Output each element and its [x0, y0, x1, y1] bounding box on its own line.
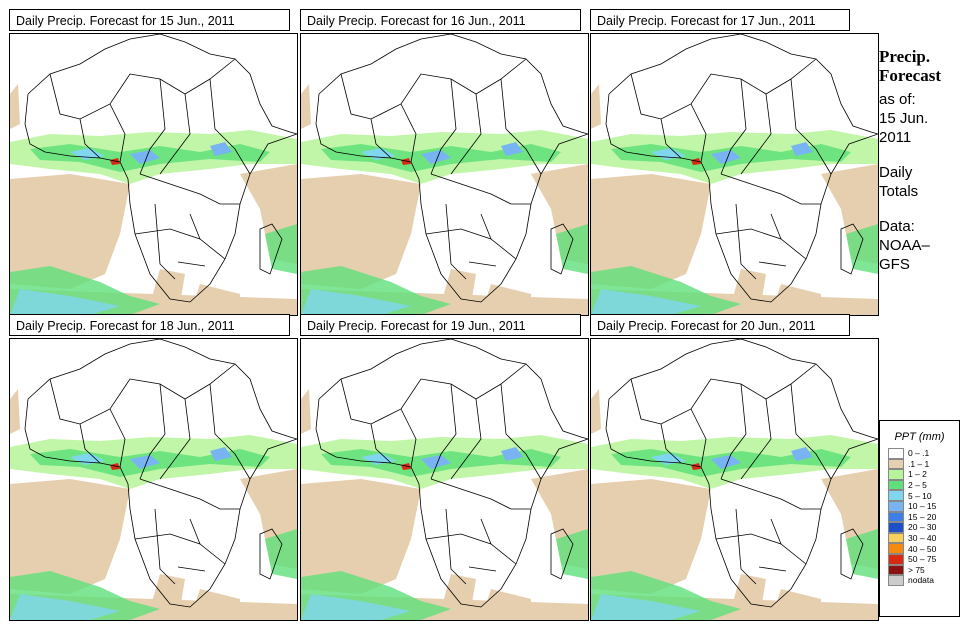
panel-title: Daily Precip. Forecast for 16 Jun., 2011 [300, 9, 581, 31]
legend-item: 5 – 10 [888, 490, 959, 501]
legend-title: PPT (mm) [894, 431, 945, 443]
legend-label: 20 – 30 [908, 522, 937, 533]
legend-item: 1 – 2 [888, 469, 959, 480]
legend-label: 40 – 50 [908, 543, 937, 554]
legend-swatch [888, 553, 904, 565]
panel-title: Daily Precip. Forecast for 15 Jun., 2011 [9, 9, 290, 31]
forecast-map [300, 33, 589, 316]
forecast-map [590, 33, 879, 316]
legend-label: 50 – 75 [908, 554, 937, 565]
legend-item: 50 – 75 [888, 553, 959, 565]
legend-item: 30 – 40 [888, 532, 959, 544]
legend-swatch [888, 575, 904, 586]
legend-label: 10 – 15 [908, 501, 937, 512]
legend-swatch [888, 448, 904, 459]
legend-label: 2 – 5 [908, 480, 927, 491]
legend-swatch [888, 490, 904, 501]
legend-label: .1 – 1 [908, 458, 930, 469]
legend-swatch [888, 543, 904, 554]
legend-item: .1 – 1 [888, 458, 959, 470]
legend-item: 15 – 20 [888, 511, 959, 523]
legend-swatch [888, 532, 904, 544]
legend-label: nodata [908, 575, 934, 586]
legend-item: 40 – 50 [888, 543, 959, 554]
wet-areas [301, 435, 588, 620]
country-borders [315, 34, 588, 303]
wet-areas [591, 435, 878, 620]
forecast-map [9, 338, 298, 621]
info-block: Precip. Forecast as of: 15 Jun. 2011 Dai… [879, 47, 965, 274]
forecast-map [9, 33, 298, 316]
data-line-1: Data: [879, 218, 915, 235]
legend-swatch [888, 469, 904, 480]
country-borders [605, 34, 878, 303]
country-borders [315, 339, 588, 608]
legend-swatch [888, 511, 904, 523]
data-line-2: NOAA– [879, 237, 930, 254]
country-borders [605, 339, 878, 608]
legend-item: 2 – 5 [888, 479, 959, 491]
country-borders [24, 339, 297, 608]
wet-areas [591, 130, 878, 315]
legend-label: 0 – .1 [908, 448, 930, 459]
asof-line-2: 15 Jun. [879, 110, 929, 127]
wet-areas [10, 435, 297, 620]
panel-title: Daily Precip. Forecast for 20 Jun., 2011 [590, 314, 850, 336]
asof-line-3: 2011 [879, 129, 912, 146]
forecast-map [300, 338, 589, 621]
legend-item: 0 – .1 [888, 448, 959, 459]
wet-areas [301, 130, 588, 315]
panel-title: Daily Precip. Forecast for 18 Jun., 2011 [9, 314, 290, 336]
legend-item: 10 – 15 [888, 500, 959, 512]
totals-line-2: Totals [879, 183, 919, 200]
legend-label: 30 – 40 [908, 533, 937, 544]
wet-areas [10, 130, 297, 315]
legend-item: > 75 [888, 564, 959, 576]
legend-swatch [888, 458, 904, 470]
legend-item: 20 – 30 [888, 522, 959, 533]
legend-item: nodata [888, 575, 959, 586]
asof-line-1: as of: [879, 91, 916, 108]
legend-label: > 75 [908, 564, 925, 575]
totals-line-1: Daily [879, 164, 913, 181]
forecast-map [590, 338, 879, 621]
heading-line-1: Precip. [879, 47, 931, 66]
panel-title: Daily Precip. Forecast for 17 Jun., 2011 [590, 9, 850, 31]
legend-swatch [888, 479, 904, 491]
panel-title: Daily Precip. Forecast for 19 Jun., 2011 [300, 314, 581, 336]
legend-label: 5 – 10 [908, 490, 932, 501]
legend-label: 15 – 20 [908, 511, 937, 522]
data-line-3: GFS [879, 256, 910, 273]
heading-line-2: Forecast [879, 66, 941, 85]
legend-swatch [888, 564, 904, 576]
country-borders [24, 34, 297, 303]
legend-label: 1 – 2 [908, 469, 927, 480]
legend-swatch [888, 522, 904, 533]
legend-swatch [888, 500, 904, 512]
